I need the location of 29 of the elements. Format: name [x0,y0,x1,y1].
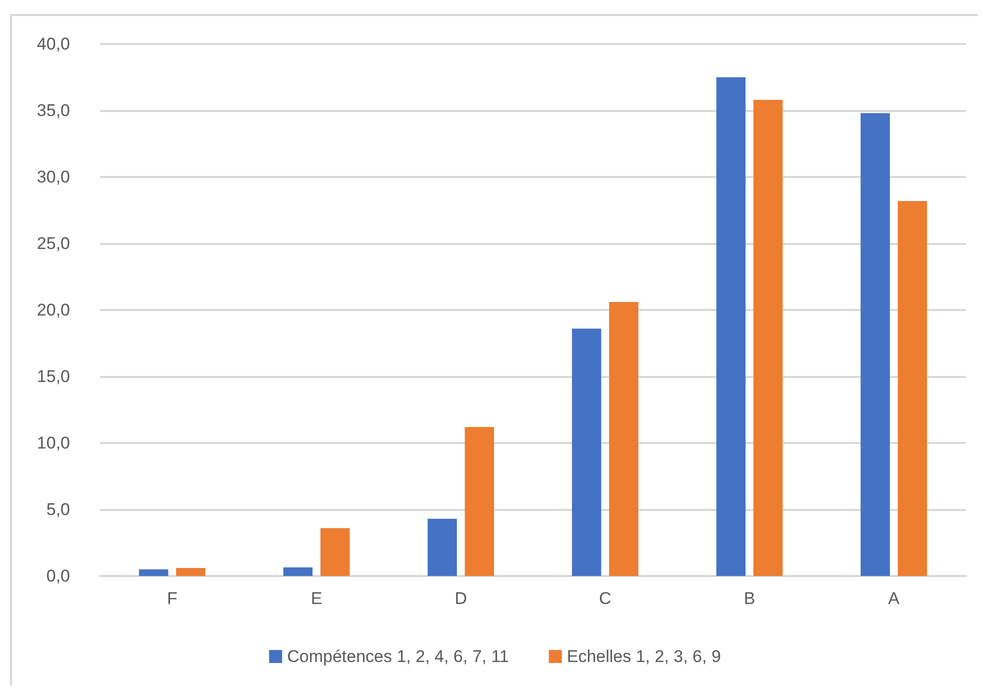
y-tick-label: 40,0 [36,34,70,54]
bar [860,113,890,576]
legend-label: Echelles 1, 2, 3, 6, 9 [566,647,721,666]
x-tick-label: E [310,589,322,608]
bar [898,200,928,576]
y-tick-label: 15,0 [36,367,70,386]
y-tick-label: 20,0 [36,300,70,320]
x-tick-label: A [888,589,900,608]
bar [320,528,350,576]
bar [716,77,746,576]
y-tick-label: 30,0 [36,168,70,186]
bar [283,567,313,576]
bar [138,569,168,576]
y-tick-label: 25,0 [36,234,70,253]
y-tick-label: 10,0 [36,434,70,452]
bar [753,100,783,576]
x-tick-label: B [744,589,756,608]
bar [572,328,602,576]
bar [176,568,206,576]
bar [428,518,457,576]
bar [464,427,494,576]
legend-label: Compétences 1, 2, 4, 6, 7, 11 [287,647,509,666]
x-tick-label: D [454,589,467,608]
y-tick-label: 5,0 [46,500,70,519]
x-tick-label: C [599,589,612,608]
y-tick-label: 35,0 [36,101,70,120]
x-tick-label: F [166,589,178,608]
bar [609,302,638,576]
y-tick-label: 0,0 [46,566,70,586]
